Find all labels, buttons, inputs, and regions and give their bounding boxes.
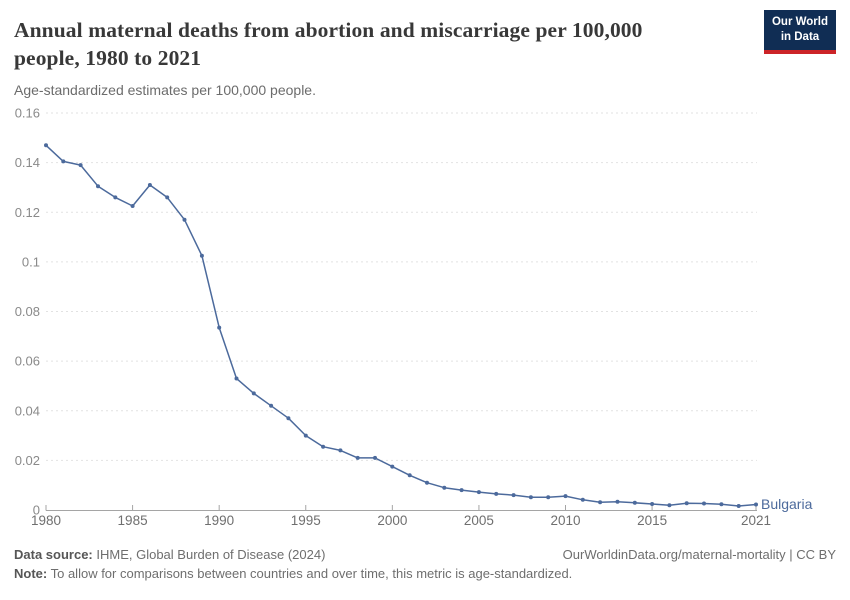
data-point bbox=[754, 502, 758, 507]
data-point bbox=[355, 455, 360, 460]
data-point bbox=[217, 325, 222, 330]
data-point bbox=[251, 391, 256, 396]
x-axis-label: 1980 bbox=[31, 513, 61, 528]
data-point bbox=[338, 448, 343, 453]
x-axis-label: 2005 bbox=[464, 513, 494, 528]
x-axis-label: 2000 bbox=[377, 513, 407, 528]
data-point bbox=[511, 493, 516, 498]
data-point bbox=[598, 500, 603, 505]
data-point bbox=[113, 195, 118, 200]
data-point bbox=[736, 504, 741, 508]
data-point bbox=[719, 502, 724, 507]
data-point bbox=[269, 403, 274, 408]
data-point bbox=[667, 503, 672, 508]
y-axis-label: 0.14 bbox=[15, 155, 40, 170]
data-source: Data source: IHME, Global Burden of Dise… bbox=[14, 546, 325, 565]
attribution-link[interactable]: OurWorldinData.org/maternal-mortality | … bbox=[562, 547, 836, 562]
y-axis-label: 0.12 bbox=[15, 205, 40, 220]
chart-header: Annual maternal deaths from abortion and… bbox=[0, 0, 850, 98]
x-axis-label: 1995 bbox=[291, 513, 321, 528]
data-point bbox=[234, 376, 239, 381]
data-point bbox=[702, 501, 706, 506]
chart-title: Annual maternal deaths from abortion and… bbox=[14, 18, 643, 71]
data-point bbox=[199, 253, 204, 258]
data-point bbox=[286, 416, 291, 421]
data-point bbox=[476, 490, 481, 495]
data-point bbox=[321, 444, 326, 449]
data-line bbox=[45, 144, 757, 507]
x-axis-label: 2010 bbox=[550, 513, 580, 528]
y-axis-label: 0.06 bbox=[15, 354, 40, 369]
data-point bbox=[563, 494, 568, 499]
data-point bbox=[182, 217, 187, 222]
data-point bbox=[44, 143, 48, 148]
data-point bbox=[130, 204, 135, 208]
y-axis-label: 0.04 bbox=[15, 403, 40, 418]
data-point bbox=[61, 159, 66, 164]
y-axis-label: 0.02 bbox=[15, 453, 40, 468]
owid-logo[interactable]: Our World in Data bbox=[764, 10, 836, 54]
data-point bbox=[632, 500, 637, 505]
y-axis-label: 0.08 bbox=[15, 304, 40, 319]
data-point bbox=[78, 163, 83, 168]
data-point bbox=[303, 433, 308, 438]
data-point bbox=[425, 480, 429, 485]
data-point bbox=[615, 499, 620, 504]
entity-label[interactable]: Bulgaria bbox=[761, 496, 813, 512]
x-axis-label: 2015 bbox=[637, 513, 667, 528]
data-point bbox=[494, 491, 499, 496]
footer-note: Note: To allow for comparisons between c… bbox=[14, 565, 836, 584]
data-point bbox=[684, 501, 689, 506]
data-point bbox=[580, 497, 585, 502]
x-axis-label: 1985 bbox=[118, 513, 148, 528]
data-point bbox=[528, 495, 533, 500]
footer-note-label: Note: bbox=[14, 565, 48, 581]
x-axis-label: 2021 bbox=[741, 513, 771, 528]
data-point bbox=[373, 455, 377, 460]
footer-note-value: To allow for comparisons between countri… bbox=[50, 565, 573, 581]
data-point bbox=[442, 485, 447, 490]
y-axis-label: 0.16 bbox=[15, 106, 40, 121]
data-point bbox=[165, 195, 170, 200]
y-axis-label: 0.1 bbox=[22, 254, 40, 269]
chart-subtitle: Age-standardized estimates per 100,000 p… bbox=[14, 81, 316, 98]
owid-logo-line2: in Data bbox=[780, 30, 820, 43]
data-source-label: Data source: bbox=[14, 547, 93, 562]
data-source-value: IHME, Global Burden of Disease (2024) bbox=[96, 547, 326, 562]
data-point bbox=[650, 502, 655, 506]
data-point bbox=[407, 473, 412, 478]
data-point bbox=[147, 183, 152, 187]
chart-footer: Data source: IHME, Global Burden of Dise… bbox=[14, 546, 836, 584]
x-axis-label: 1990 bbox=[204, 513, 234, 528]
data-point bbox=[96, 184, 100, 189]
data-point bbox=[390, 464, 395, 469]
data-point bbox=[546, 495, 551, 500]
data-point bbox=[459, 488, 464, 493]
y-axis-label: 0 bbox=[33, 503, 40, 518]
owid-logo-line1: Our World bbox=[771, 16, 828, 28]
